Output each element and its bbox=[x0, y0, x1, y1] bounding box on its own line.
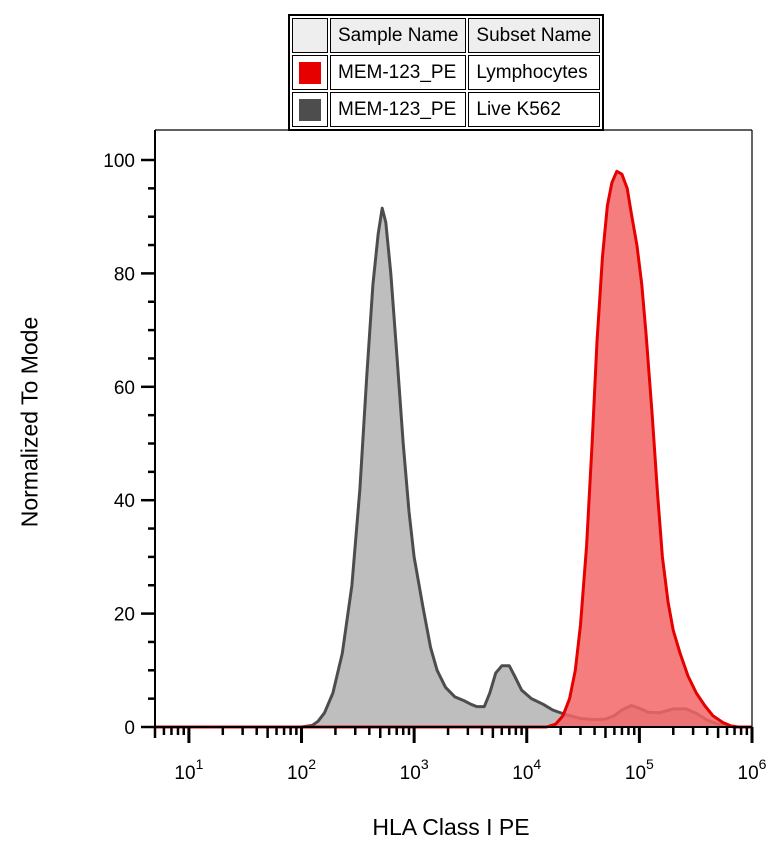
series-line-lymphocytes bbox=[155, 169, 752, 729]
x-tick-base: 10 bbox=[512, 763, 533, 784]
legend-row: MEM-123_PE Live K562 bbox=[292, 92, 600, 127]
x-tick-base: 10 bbox=[174, 763, 195, 784]
legend-header-blank bbox=[292, 18, 328, 53]
x-tick-exponent: 5 bbox=[646, 756, 654, 772]
legend-header-subset: Subset Name bbox=[468, 18, 600, 53]
y-tick-label: 20 bbox=[114, 605, 135, 626]
x-tick-base: 10 bbox=[287, 763, 308, 784]
x-tick-label: 101 bbox=[174, 756, 203, 784]
legend-header-row: Sample Name Subset Name bbox=[292, 18, 600, 53]
x-tick-label: 102 bbox=[287, 756, 316, 784]
x-axis-label: HLA Class I PE bbox=[372, 814, 530, 840]
x-tick-label: 104 bbox=[512, 756, 541, 784]
series-area-lymphocytes bbox=[155, 171, 752, 728]
x-tick-exponent: 2 bbox=[308, 756, 316, 772]
x-tick-exponent: 6 bbox=[759, 756, 767, 772]
x-tick-label: 106 bbox=[738, 756, 767, 784]
y-tick-label: 100 bbox=[103, 151, 135, 172]
legend-subset-name: Lymphocytes bbox=[468, 55, 600, 90]
x-tick-exponent: 4 bbox=[533, 756, 541, 772]
legend-sample-name: MEM-123_PE bbox=[330, 55, 467, 90]
x-tick-base: 10 bbox=[400, 763, 421, 784]
x-tick-exponent: 1 bbox=[196, 756, 204, 772]
y-tick-label: 80 bbox=[114, 264, 135, 285]
plot-area bbox=[155, 169, 752, 729]
legend-swatch-lymphocytes bbox=[299, 61, 321, 84]
legend-sample-name: MEM-123_PE bbox=[330, 92, 467, 127]
x-tick-exponent: 3 bbox=[421, 756, 429, 772]
x-tick-base: 10 bbox=[738, 763, 759, 784]
x-tick-label: 105 bbox=[625, 756, 654, 784]
x-tick-base: 10 bbox=[625, 763, 646, 784]
legend-header-sample: Sample Name bbox=[330, 18, 467, 53]
legend: Sample Name Subset Name MEM-123_PE Lymph… bbox=[288, 14, 604, 131]
y-tick-label: 0 bbox=[124, 718, 135, 739]
legend-subset-name: Live K562 bbox=[468, 92, 600, 127]
y-tick-label: 40 bbox=[114, 491, 135, 512]
legend-swatch-live-k562 bbox=[299, 98, 321, 121]
y-axis-label: Normalized To Mode bbox=[16, 316, 43, 528]
legend-row: MEM-123_PE Lymphocytes bbox=[292, 55, 600, 90]
x-tick-label: 103 bbox=[400, 756, 429, 784]
y-tick-label: 60 bbox=[114, 378, 135, 399]
